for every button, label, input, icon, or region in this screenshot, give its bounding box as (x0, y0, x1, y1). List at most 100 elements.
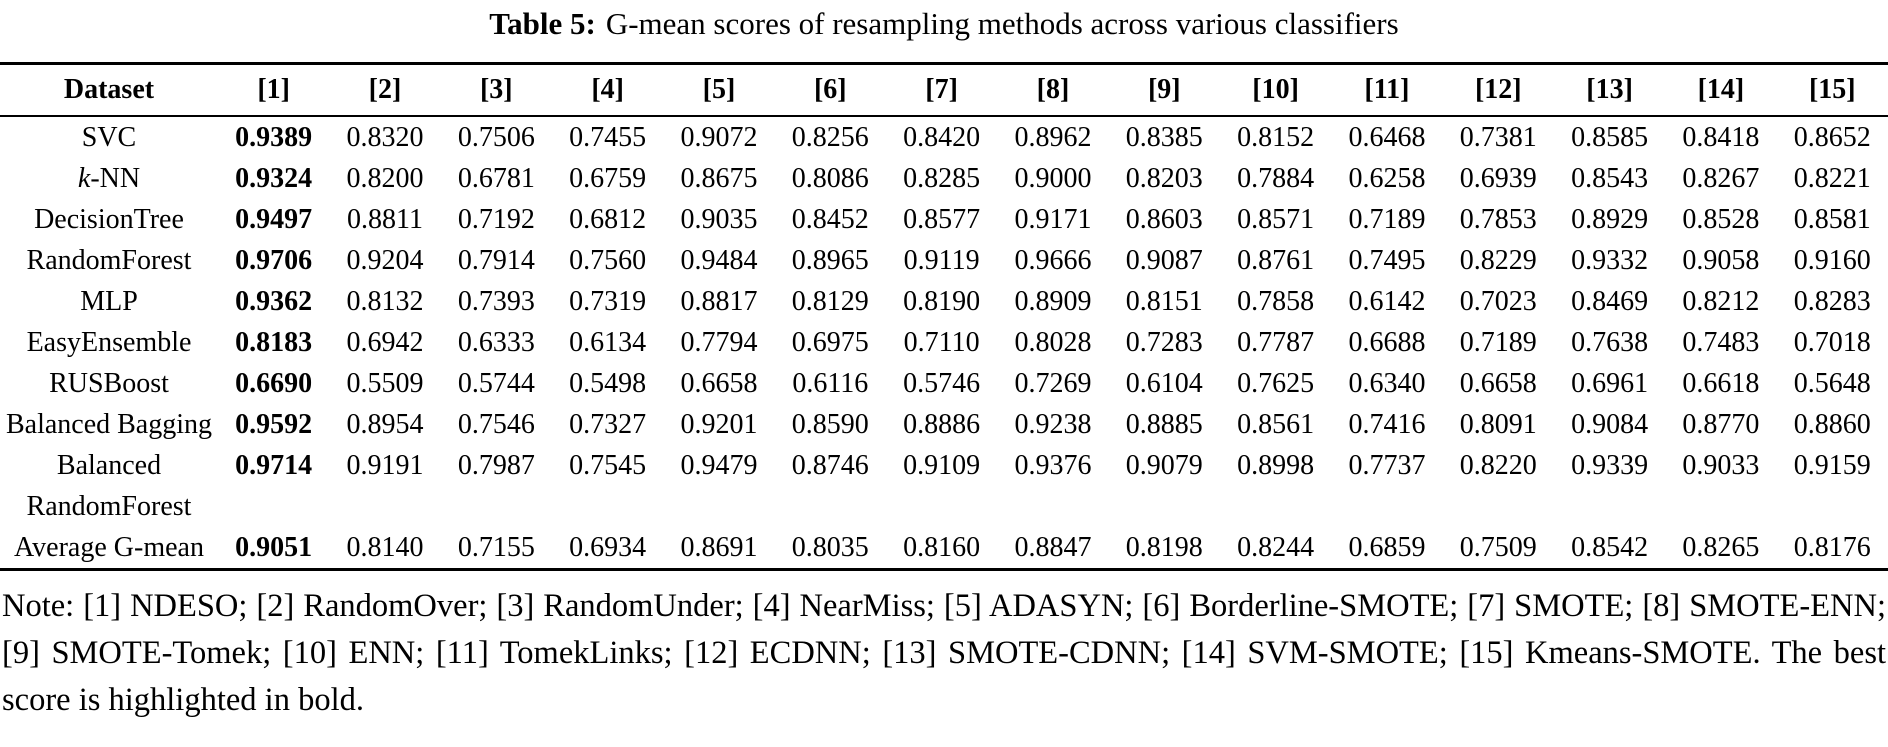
score-cell: 0.6812 (569, 204, 647, 235)
dataset-label: k-NN (77, 163, 141, 194)
score-cell: 0.5509 (346, 368, 424, 399)
score-cell: 0.6618 (1682, 368, 1760, 399)
score-cell: 0.9479 (680, 450, 758, 481)
score-cell: 0.6134 (569, 327, 647, 358)
column-header: [8] (997, 63, 1109, 117)
column-header: [13] (1553, 63, 1666, 117)
score-cell: 0.8954 (346, 409, 424, 440)
column-header: [5] (663, 63, 775, 117)
score-cell: 0.7495 (1348, 245, 1426, 276)
column-header: [11] (1331, 63, 1443, 117)
column-header: [14] (1665, 63, 1777, 117)
column-header: [12] (1442, 63, 1554, 117)
score-cell: 0.9072 (680, 122, 758, 153)
score-cell: 0.8571 (1237, 204, 1315, 235)
score-cell: 0.7560 (569, 245, 647, 276)
table-row: RandomForest 0.9706 0.9204 0.7914 0.7560 0.94… (0, 240, 1888, 281)
score-cell: 0.6116 (792, 368, 869, 399)
score-cell: 0.8929 (1571, 204, 1649, 235)
score-cell: 0.7110 (903, 327, 980, 358)
score-cell: 0.6258 (1348, 163, 1426, 194)
score-cell: 0.8229 (1459, 245, 1537, 276)
score-cell: 0.8543 (1571, 163, 1649, 194)
score-cell: 0.9389 (235, 122, 313, 153)
score-cell: 0.9084 (1571, 409, 1649, 440)
score-cell: 0.8152 (1237, 122, 1315, 153)
score-cell: 0.8129 (791, 286, 869, 317)
score-cell: 0.8847 (1014, 532, 1092, 563)
score-cell: 0.8418 (1682, 122, 1760, 153)
score-cell: 0.6688 (1348, 327, 1426, 358)
table-caption-label: Table 5: (489, 6, 596, 41)
score-cell: 0.9376 (1014, 450, 1092, 481)
score-cell: 0.5746 (903, 368, 981, 399)
score-cell: 0.8203 (1125, 163, 1203, 194)
score-cell: 0.9087 (1125, 245, 1203, 276)
score-cell: 0.7189 (1459, 327, 1537, 358)
score-cell: 0.8746 (791, 450, 869, 481)
score-cell: 0.8998 (1237, 450, 1315, 481)
score-cell: 0.8176 (1793, 532, 1871, 563)
score-cell: 0.7858 (1237, 286, 1315, 317)
column-header: [2] (329, 63, 441, 117)
score-cell: 0.8860 (1793, 409, 1871, 440)
table-header-row: Dataset [1] [2] [3] [4] [5] [6] [7] [8] [9] [10] [1… (0, 63, 1888, 117)
score-cell: 0.7506 (457, 122, 535, 153)
score-cell: 0.8221 (1793, 163, 1871, 194)
column-header: [6] (774, 63, 886, 117)
score-cell: 0.8212 (1682, 286, 1760, 317)
score-cell: 0.8160 (903, 532, 981, 563)
score-cell: 0.6859 (1348, 532, 1426, 563)
dataset-label: Average G-mean (14, 532, 204, 563)
column-header: [1] (218, 63, 330, 117)
table-row: EasyEnsemble 0.8183 0.6942 0.6333 0.6134 0.77… (0, 322, 1888, 363)
score-cell: 0.6104 (1125, 368, 1203, 399)
score-cell: 0.7794 (680, 327, 758, 358)
score-cell: 0.8244 (1237, 532, 1315, 563)
score-cell: 0.9058 (1682, 245, 1760, 276)
score-cell: 0.9714 (235, 450, 313, 481)
dataset-label: RandomForest (26, 245, 192, 276)
score-cell: 0.6942 (346, 327, 424, 358)
score-cell: 0.7737 (1348, 450, 1426, 481)
score-cell: 0.9592 (235, 409, 313, 440)
column-header: [9] (1108, 63, 1220, 117)
score-cell: 0.8256 (791, 122, 869, 153)
score-cell: 0.6961 (1571, 368, 1649, 399)
score-cell: 0.8283 (1793, 286, 1871, 317)
score-cell: 0.8035 (791, 532, 869, 563)
score-cell: 0.9033 (1682, 450, 1760, 481)
score-cell: 0.8285 (903, 163, 981, 194)
score-cell: 0.7914 (457, 245, 535, 276)
score-cell: 0.8542 (1571, 532, 1649, 563)
score-cell: 0.7393 (457, 286, 535, 317)
score-cell: 0.8265 (1682, 532, 1760, 563)
score-cell: 0.7638 (1571, 327, 1649, 358)
score-cell: 0.7483 (1682, 327, 1760, 358)
score-cell: 0.9119 (903, 245, 980, 276)
dataset-label: RUSBoost (49, 368, 169, 399)
score-cell: 0.7884 (1237, 163, 1315, 194)
score-cell: 0.9204 (346, 245, 424, 276)
score-cell: 0.6759 (569, 163, 647, 194)
score-cell: 0.8183 (235, 327, 313, 358)
score-cell: 0.8198 (1125, 532, 1203, 563)
score-cell: 0.8452 (791, 204, 869, 235)
score-cell: 0.9171 (1014, 204, 1092, 235)
table-row: SVC 0.9389 0.8320 0.7506 0.7455 0.9072 0.8256 0… (0, 116, 1888, 158)
score-cell: 0.9109 (903, 450, 981, 481)
score-cell: 0.6939 (1459, 163, 1537, 194)
score-cell: 0.6142 (1348, 286, 1426, 317)
score-cell: 0.8761 (1237, 245, 1315, 276)
score-cell: 0.6468 (1348, 122, 1426, 153)
column-header: [10] (1219, 63, 1332, 117)
score-cell: 0.9238 (1014, 409, 1092, 440)
score-cell: 0.9666 (1014, 245, 1092, 276)
score-cell: 0.7155 (457, 532, 535, 563)
score-cell: 0.7546 (457, 409, 535, 440)
dataset-label: Balanced RandomForest (0, 445, 218, 527)
score-cell: 0.8086 (791, 163, 869, 194)
gmean-table: Dataset [1] [2] [3] [4] [5] [6] [7] [8] [9] [10] [1… (0, 62, 1888, 571)
score-cell: 0.7853 (1459, 204, 1537, 235)
score-cell: 0.5648 (1793, 368, 1871, 399)
